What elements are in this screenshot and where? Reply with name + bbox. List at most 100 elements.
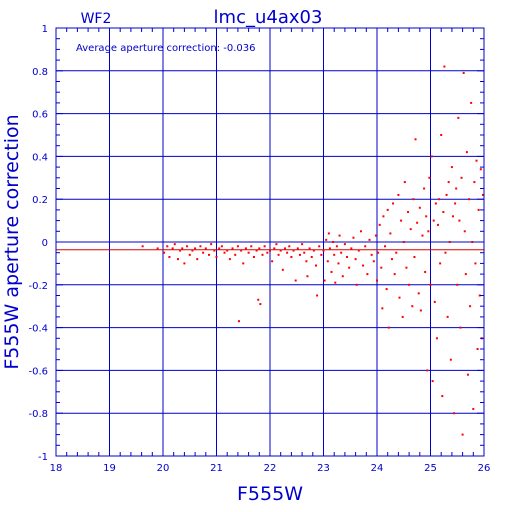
- data-point: [392, 202, 395, 205]
- data-point: [255, 249, 258, 252]
- data-point: [393, 273, 396, 276]
- data-point: [173, 243, 176, 246]
- data-point: [380, 266, 383, 269]
- data-point: [328, 247, 331, 250]
- data-point: [181, 247, 184, 250]
- data-point: [478, 294, 481, 297]
- data-point: [308, 247, 311, 250]
- data-point: [364, 245, 367, 248]
- data-point: [191, 249, 194, 252]
- data-point: [428, 176, 431, 179]
- data-point: [401, 315, 404, 318]
- data-point: [425, 215, 428, 218]
- data-point: [444, 251, 447, 254]
- data-point: [341, 275, 344, 278]
- data-point: [424, 270, 427, 273]
- data-point: [306, 275, 309, 278]
- x-tick-label: 26: [478, 463, 491, 474]
- data-point: [288, 245, 291, 248]
- data-point: [465, 151, 468, 154]
- y-tick-label: 0.8: [32, 67, 48, 78]
- data-point: [318, 245, 321, 248]
- x-tick-label: 19: [103, 463, 116, 474]
- data-point: [333, 253, 336, 256]
- data-point: [459, 326, 462, 329]
- x-tick-label: 25: [424, 463, 437, 474]
- data-point: [215, 255, 218, 258]
- data-point: [416, 221, 419, 224]
- data-point: [426, 369, 429, 372]
- data-point: [247, 251, 250, 254]
- data-point: [220, 245, 223, 248]
- data-point: [315, 264, 318, 267]
- data-point: [454, 202, 457, 205]
- data-point: [470, 101, 473, 104]
- data-point: [231, 247, 234, 250]
- data-point: [372, 260, 375, 263]
- y-axis-label: F555W aperture correction: [1, 114, 23, 369]
- data-point: [236, 245, 239, 248]
- data-point: [320, 253, 323, 256]
- data-point: [385, 288, 388, 291]
- data-point: [204, 247, 207, 250]
- y-tick-label: -0.4: [28, 324, 48, 335]
- data-point: [402, 241, 405, 243]
- data-point: [430, 155, 433, 158]
- data-point: [418, 206, 421, 209]
- data-point: [479, 168, 482, 171]
- data-point: [171, 247, 174, 250]
- data-point: [457, 116, 460, 119]
- data-point: [481, 193, 484, 196]
- data-point: [257, 298, 260, 301]
- data-point: [228, 258, 231, 261]
- data-point: [384, 245, 387, 248]
- data-point: [469, 305, 472, 308]
- data-point: [163, 251, 166, 254]
- data-point: [453, 412, 456, 415]
- x-tick-label: 18: [50, 463, 63, 474]
- data-point: [242, 262, 245, 265]
- x-tick-label: 23: [317, 463, 330, 474]
- data-point: [244, 247, 247, 250]
- data-point: [279, 249, 282, 252]
- data-point: [330, 270, 333, 273]
- data-point: [417, 292, 420, 295]
- data-point: [218, 247, 221, 250]
- data-point: [378, 223, 381, 226]
- data-point: [290, 255, 293, 258]
- data-point: [294, 279, 297, 282]
- data-point: [374, 234, 377, 237]
- data-point: [435, 337, 438, 340]
- data-point: [186, 245, 189, 248]
- data-point: [226, 249, 229, 252]
- y-tick-label: -0.6: [28, 366, 48, 377]
- data-point: [439, 262, 442, 265]
- data-point: [316, 294, 319, 297]
- data-point: [194, 247, 197, 250]
- data-point: [398, 296, 401, 299]
- data-point: [359, 230, 362, 233]
- data-point: [447, 181, 450, 184]
- data-point: [237, 320, 240, 323]
- data-point: [436, 223, 439, 226]
- data-point: [382, 215, 385, 218]
- data-point: [352, 236, 355, 239]
- data-point: [411, 305, 414, 308]
- data-point: [389, 232, 392, 235]
- data-point: [441, 395, 444, 398]
- data-point: [414, 138, 417, 141]
- data-point: [337, 262, 340, 265]
- data-point: [376, 279, 378, 282]
- data-point: [166, 245, 169, 248]
- axis-ticks: [55, 27, 485, 457]
- data-point: [471, 241, 474, 243]
- data-point: [354, 258, 357, 261]
- data-point: [346, 255, 349, 258]
- data-point: [474, 262, 477, 265]
- data-point: [156, 247, 159, 250]
- data-point: [477, 208, 480, 211]
- data-point: [292, 249, 295, 252]
- data-point: [463, 230, 466, 233]
- data-point: [432, 219, 435, 222]
- data-point: [325, 238, 328, 241]
